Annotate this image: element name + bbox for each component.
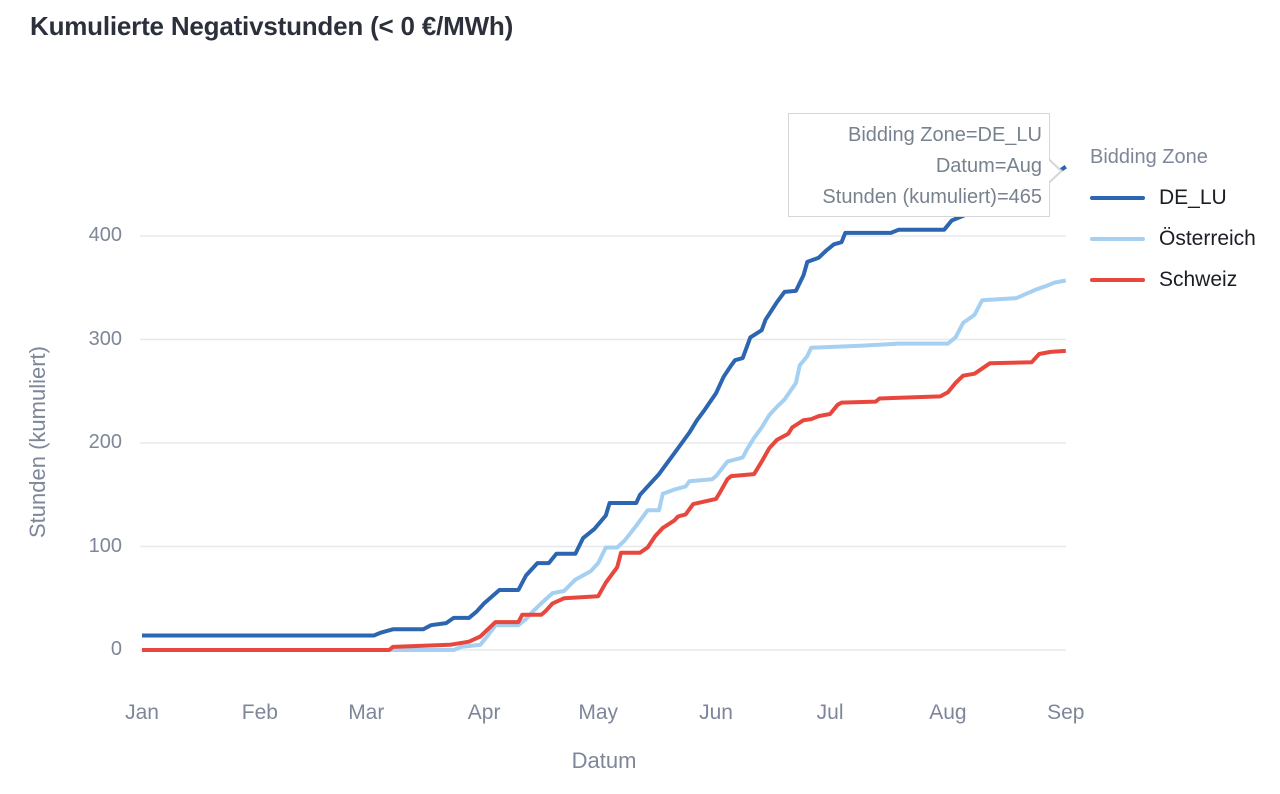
tooltip-line-bidding-zone: Bidding Zone=DE_LU <box>847 124 1042 146</box>
legend-item-Schweiz: Schweiz <box>1090 267 1256 293</box>
tooltip-line-stunden: Stunden (kumuliert)=465 <box>822 186 1042 208</box>
legend-swatch <box>1090 278 1145 282</box>
legend-item-DE_LU: DE_LU <box>1090 185 1256 211</box>
series-line-DE_LU[interactable] <box>142 165 1067 638</box>
tooltip-line-datum: Datum=Aug <box>935 155 1042 177</box>
y-tick-label: 400 <box>88 224 122 246</box>
tooltip: Bidding Zone=DE_LU Datum=Aug Stunden (ku… <box>788 113 1063 217</box>
legend-items: DE_LU Österreich Schweiz <box>1090 185 1256 293</box>
x-tick-label-May: May <box>578 701 619 724</box>
legend-item-Österreich: Österreich <box>1090 226 1256 252</box>
x-axis-title: Datum <box>571 748 637 773</box>
x-tick-label-Aug: Aug <box>929 701 967 724</box>
x-tick-label-Feb: Feb <box>241 701 278 724</box>
y-tick-label: 200 <box>88 431 122 453</box>
y-tick-label: 300 <box>88 327 122 350</box>
x-tick-label-Jun: Jun <box>699 701 733 724</box>
series-line-Schweiz[interactable] <box>142 348 1066 652</box>
legend-label: DE_LU <box>1159 186 1227 209</box>
legend-swatch <box>1090 196 1145 200</box>
y-tick-label: 0 <box>110 638 122 660</box>
series-line-Österreich[interactable] <box>142 278 1067 652</box>
x-tick-label-Sep: Sep <box>1047 701 1085 724</box>
legend-title: Bidding Zone <box>1090 146 1208 168</box>
legend: Bidding Zone DE_LU Österreich Schweiz <box>1090 146 1256 308</box>
x-tick-label-Jul: Jul <box>816 701 844 724</box>
x-tick-label-Apr: Apr <box>467 701 501 724</box>
legend-label: Schweiz <box>1159 268 1238 291</box>
legend-swatch <box>1090 237 1145 241</box>
y-tick-label: 100 <box>88 534 122 557</box>
x-tick-label-Jan: Jan <box>125 701 159 724</box>
x-tick-label-Mar: Mar <box>348 701 385 724</box>
y-axis-title: Stunden (kumuliert) <box>25 346 50 538</box>
legend-label: Österreich <box>1159 227 1256 250</box>
chart-title: Kumulierte Negativstunden (< 0 €/MWh) <box>30 11 514 41</box>
